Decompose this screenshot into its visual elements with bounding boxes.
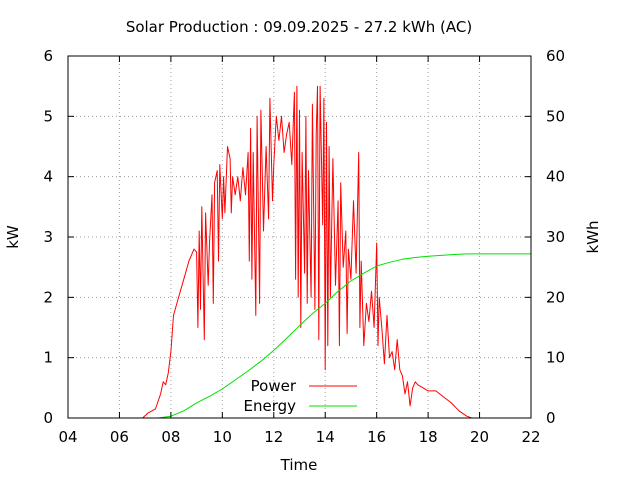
x-axis-label: Time <box>280 456 318 474</box>
y2-tick-label: 60 <box>546 47 565 65</box>
y2-tick-label: 40 <box>546 168 565 186</box>
y2-tick-label: 30 <box>546 228 565 246</box>
legend-label-energy: Energy <box>243 397 296 415</box>
x-axis-tick-labels: 04 06 08 10 12 14 16 18 20 22 <box>58 428 540 446</box>
y-tick-label: 0 <box>43 409 53 427</box>
y-tick-label: 1 <box>43 349 53 367</box>
y2-tick-label: 10 <box>546 349 565 367</box>
y-tick-label: 5 <box>43 107 53 125</box>
x-tick-label: 20 <box>470 428 489 446</box>
grid <box>68 56 531 418</box>
x-tick-label: 08 <box>161 428 180 446</box>
y-tick-label: 4 <box>43 168 53 186</box>
x-tick-label: 12 <box>264 428 283 446</box>
series-layer <box>142 85 531 419</box>
legend-label-power: Power <box>251 377 297 395</box>
y2-tick-label: 20 <box>546 288 565 306</box>
chart-title: Solar Production : 09.09.2025 - 27.2 kWh… <box>126 18 472 36</box>
x-tick-label: 18 <box>419 428 438 446</box>
legend: Power Energy <box>243 377 357 415</box>
y-tick-label: 2 <box>43 288 53 306</box>
y2-axis-label: kWh <box>584 220 602 253</box>
x-tick-label: 16 <box>367 428 386 446</box>
y-axis-tick-labels: 0 1 2 3 4 5 6 <box>43 47 53 427</box>
x-tick-label: 22 <box>521 428 540 446</box>
x-tick-label: 04 <box>58 428 77 446</box>
x-tick-label: 14 <box>316 428 335 446</box>
y-axis-label: kW <box>4 225 22 249</box>
series-line-power <box>142 85 472 419</box>
y2-axis-tick-labels: 0 10 20 30 40 50 60 <box>546 47 565 427</box>
legend-item-power: Power <box>251 377 357 395</box>
legend-item-energy: Energy <box>243 397 357 415</box>
y-tick-label: 6 <box>43 47 53 65</box>
x-tick-label: 10 <box>213 428 232 446</box>
series-line-energy <box>157 253 531 419</box>
axis-ticks <box>67 55 532 419</box>
x-tick-label: 06 <box>110 428 129 446</box>
y2-tick-label: 50 <box>546 107 565 125</box>
y-tick-label: 3 <box>43 228 53 246</box>
y2-tick-label: 0 <box>546 409 556 427</box>
